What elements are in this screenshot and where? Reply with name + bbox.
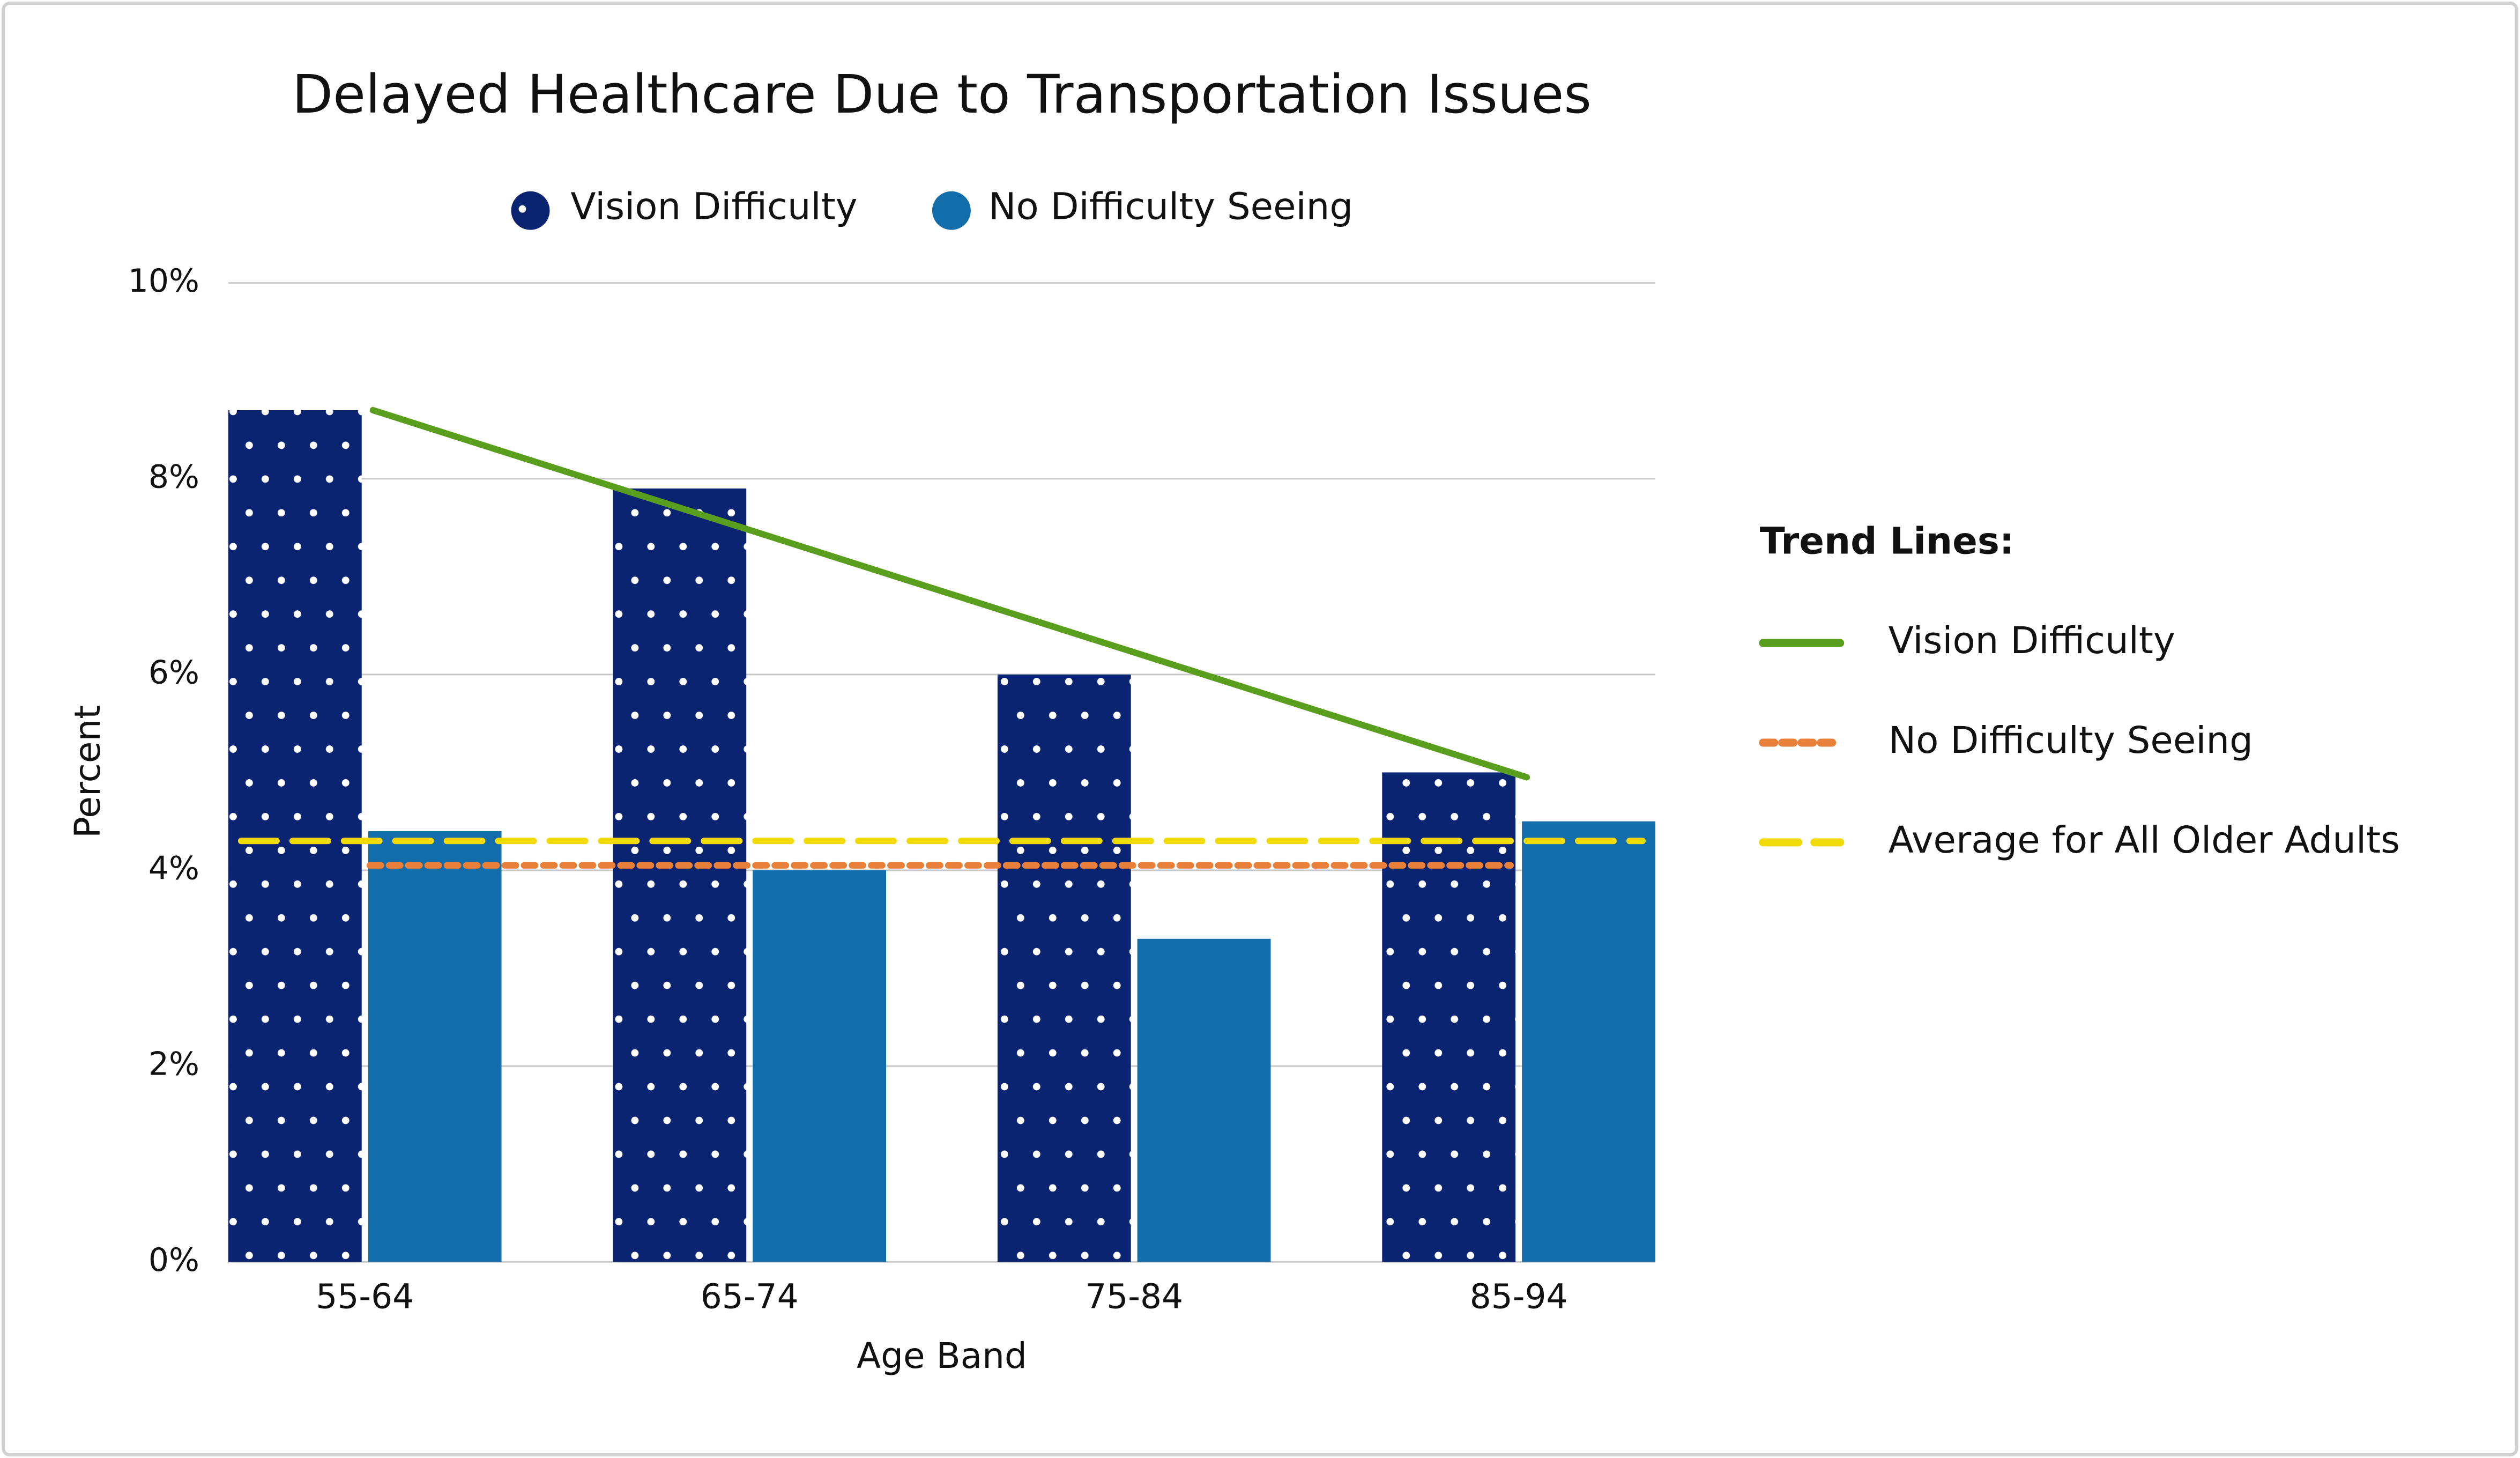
y-axis-label: Percent [67,705,108,838]
legend-marker [511,191,550,230]
x-axis-label: Age Band [857,1335,1027,1376]
bar [1137,938,1271,1262]
bar [997,674,1131,1262]
trend-line [369,406,1530,781]
y-tick-label: 4% [148,850,199,887]
x-tick-label: 85-94 [1470,1277,1568,1316]
y-tick-label: 0% [148,1241,199,1279]
bar [1522,821,1655,1262]
x-tick-label: 55-64 [316,1277,414,1316]
bar [1382,772,1516,1262]
y-tick-label: 10% [128,262,199,300]
bar [613,488,747,1262]
y-tick-label: 2% [148,1046,199,1083]
bar [228,410,362,1262]
trend-legend-title: Trend Lines: [1760,520,2014,563]
x-tick-label: 65-74 [701,1277,799,1316]
y-tick-label: 8% [148,458,199,495]
legend-marker [932,191,971,230]
legend-label: Vision Difficulty [570,186,857,228]
legend-label: No Difficulty Seeing [988,186,1353,228]
trend-legend-label: Vision Difficulty [1889,619,2175,662]
trend-legend-label: Average for All Older Adults [1889,819,2400,862]
chart-title: Delayed Healthcare Due to Transportation… [292,64,1592,125]
x-tick-label: 75-84 [1085,1277,1183,1316]
bar [753,870,887,1262]
trend-legend-label: No Difficulty Seeing [1889,719,2253,762]
bar [368,831,502,1262]
y-tick-label: 6% [148,654,199,691]
